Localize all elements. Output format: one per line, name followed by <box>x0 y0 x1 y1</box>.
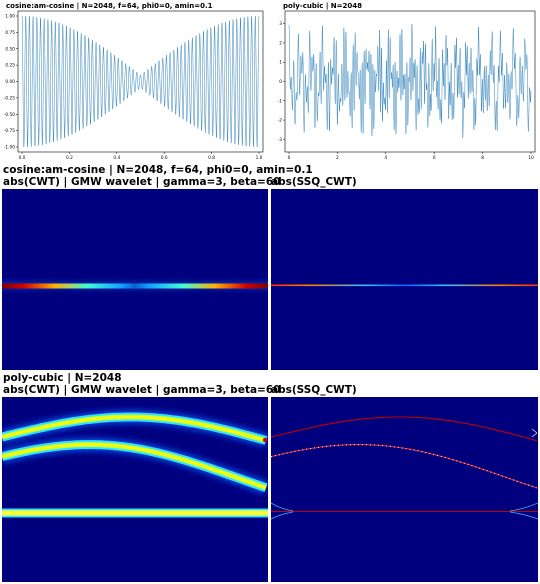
plot2-xtick-label: 0 <box>288 155 291 161</box>
plot2-ytick-label: -1 <box>278 98 283 104</box>
plot2-ytick-label: 1 <box>279 60 282 66</box>
plot2-ytick-label: -2 <box>278 118 283 124</box>
plot2-xtick-label: 8 <box>481 155 484 161</box>
plot1-ytick-label: -0.75 <box>4 128 15 134</box>
heat1-ridge <box>2 284 268 289</box>
plot1-ytick-label: 1.00 <box>5 14 15 20</box>
plot2-ytick-label: 0 <box>279 79 282 85</box>
heat2-ridge <box>271 285 538 287</box>
plot1-xtick-label: 0.8 <box>208 155 215 161</box>
heat3-flat-glow <box>2 510 268 516</box>
plot1-frame <box>18 11 263 152</box>
am-cosine-line-chart: 0.0 0.2 0.4 0.6 0.8 1.0 1.00 0.75 0.50 0.25 0.00 -0… <box>0 0 270 165</box>
plot1-xtick-label: 0.6 <box>161 155 168 161</box>
heat1-background <box>2 189 268 370</box>
plot1-ytick-label: 0.75 <box>5 30 15 36</box>
am-cosine-cwt-heatmap <box>2 189 268 370</box>
plot1-xtick-label: 1.0 <box>256 155 263 161</box>
row1-title-line2: abs(CWT) | GMW wavelet | gamma=3, beta=6… <box>3 176 280 188</box>
plot1-ytick-label: -1.00 <box>4 145 15 151</box>
row2-title-line2: abs(CWT) | GMW wavelet | gamma=3, beta=6… <box>3 384 280 396</box>
plot2-xtick-label: 6 <box>433 155 436 161</box>
poly-cubic-ssq-heatmap <box>271 397 538 582</box>
plot1-ytick-label: 0.25 <box>5 63 15 69</box>
row2-right-title: abs(SSQ_CWT) <box>271 384 357 396</box>
plot1-ytick-label: -0.25 <box>4 95 15 101</box>
row1-right-title: abs(SSQ_CWT) <box>271 176 357 188</box>
row2-title-line1: poly-cubic | N=2048 <box>3 372 122 384</box>
plot1-ytick-label: 0.00 <box>5 79 15 85</box>
plot2-xtick-label: 10 <box>528 155 534 161</box>
row1-title-line1: cosine:am-cosine | N=2048, f=64, phi0=0,… <box>3 164 313 176</box>
plot2-xtick-label: 4 <box>384 155 387 161</box>
plot2-ytick-label: 3 <box>279 21 282 27</box>
heat2-background <box>271 189 538 370</box>
plot2-ytick-label: 2 <box>279 40 282 46</box>
plot2-xtick-label: 2 <box>336 155 339 161</box>
plot1-xtick-label: 0.4 <box>113 155 120 161</box>
plot2-ytick-label: -3 <box>278 137 283 143</box>
plot1-xtick-label: 0.2 <box>66 155 73 161</box>
plot1-xtick-label: 0.0 <box>19 155 26 161</box>
am-cosine-ssq-heatmap <box>271 189 538 370</box>
poly-cubic-cwt-heatmap <box>2 397 268 582</box>
plot1-ytick-label: 0.50 <box>5 46 15 52</box>
heat3-hotspot <box>263 438 267 442</box>
heat4-background <box>271 397 538 582</box>
plot1-ytick-label: -0.50 <box>4 112 15 118</box>
